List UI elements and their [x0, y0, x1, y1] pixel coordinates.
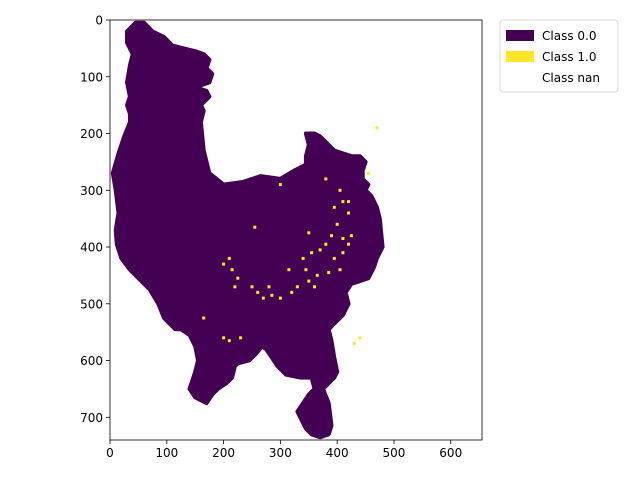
class-1-pixel-2	[332, 205, 336, 209]
class-1-pixel-28	[222, 262, 226, 266]
class-1-pixel-37	[239, 336, 243, 340]
class-1-pixel-5	[330, 234, 333, 238]
class-1-pixel-7	[347, 242, 350, 246]
x-tick-label-600: 600	[439, 446, 462, 460]
class-1-pixel-23	[304, 268, 308, 272]
class-1-pixel-22	[349, 234, 353, 238]
class-1-pixel-26	[236, 276, 240, 280]
class-1-pixel-10	[310, 251, 314, 255]
class-1-pixel-25	[230, 268, 234, 272]
class-1-pixel-40	[324, 177, 328, 181]
y-tick-label-100: 100	[80, 70, 103, 84]
y-tick-label-700: 700	[80, 411, 103, 425]
x-tick-label-300: 300	[269, 446, 292, 460]
class-1-pixel-18	[290, 290, 294, 294]
class-1-pixel-32	[267, 285, 271, 289]
class-1-pixel-19	[278, 296, 282, 300]
class-1-pixel-45	[352, 342, 356, 345]
x-tick-label-200: 200	[212, 446, 235, 460]
class-1-pixel-0	[338, 188, 342, 192]
class-1-pixel-42	[253, 225, 257, 229]
class-1-pixel-30	[256, 290, 260, 294]
class-1-pixel-46	[347, 200, 350, 204]
class-1-pixel-27	[233, 285, 237, 289]
class-1-pixel-16	[307, 279, 311, 283]
plot-area	[110, 20, 385, 440]
x-tick-label-100: 100	[155, 446, 178, 460]
legend-swatch-0	[506, 30, 534, 41]
class-1-pixel-6	[341, 237, 345, 240]
legend-swatch-2	[506, 72, 534, 83]
y-tick-label-200: 200	[80, 127, 103, 141]
y-tick-label-400: 400	[80, 241, 103, 255]
x-axis: 0 100 200 300 400 500 600	[106, 440, 462, 460]
class-1-pixel-4	[335, 222, 339, 226]
class-1-pixel-29	[250, 285, 254, 289]
class-1-pixel-33	[270, 293, 274, 297]
legend-label-2: Class nan	[542, 71, 600, 85]
y-tick-label-300: 300	[80, 184, 103, 198]
y-tick-label-600: 600	[80, 354, 103, 368]
class-1-pixel-38	[375, 126, 379, 130]
class-1-pixel-24	[227, 256, 231, 260]
class-1-pixel-47	[287, 268, 291, 272]
class-1-pixel-17	[295, 285, 299, 289]
class-1-pixel-9	[318, 248, 322, 252]
class-1-pixel-41	[278, 183, 282, 187]
class-1-pixel-43	[307, 231, 311, 235]
class-1-pixel-35	[222, 336, 226, 340]
class-1-pixel-21	[341, 251, 345, 255]
class-1-pixel-20	[313, 285, 316, 289]
class-1-pixel-34	[202, 316, 206, 320]
class-0-region	[110, 20, 385, 440]
class-1-pixel-3	[347, 211, 350, 215]
class-1-pixel-15	[315, 273, 319, 277]
class-1-pixel-14	[327, 271, 331, 275]
legend-label-0: Class 0.0	[542, 29, 596, 43]
class-1-pixel-44	[358, 336, 362, 340]
class-1-pixel-1	[341, 200, 345, 204]
class-1-pixel-31	[261, 296, 265, 300]
y-tick-label-500: 500	[80, 297, 103, 311]
class-1-pixel-13	[338, 268, 342, 272]
class-1-pixel-8	[324, 242, 328, 246]
x-tick-label-500: 500	[383, 446, 406, 460]
legend-swatch-1	[506, 51, 534, 62]
class-1-pixel-11	[301, 256, 305, 260]
y-tick-label-0: 0	[95, 14, 103, 28]
y-axis: 0 100 200 300 400 500 600 700	[80, 14, 110, 425]
class-1-pixel-12	[332, 256, 336, 260]
class-1-pixel-39	[366, 171, 370, 175]
class-1-pixel-36	[227, 339, 231, 343]
legend-label-1: Class 1.0	[542, 50, 596, 64]
x-tick-label-0: 0	[106, 446, 114, 460]
x-tick-label-400: 400	[326, 446, 349, 460]
axes-frame	[109, 19, 483, 441]
legend: Class 0.0 Class 1.0 Class nan	[499, 19, 619, 93]
